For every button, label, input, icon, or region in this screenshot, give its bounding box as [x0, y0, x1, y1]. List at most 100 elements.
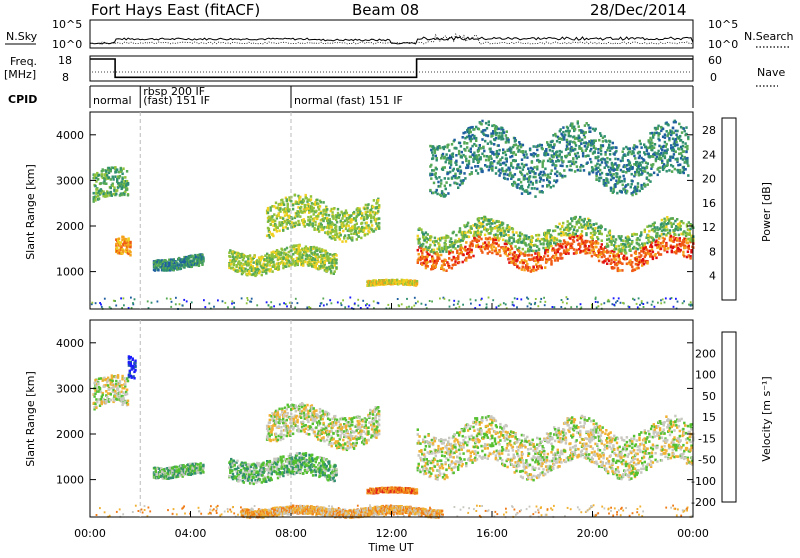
data-cell	[322, 201, 324, 204]
data-cell	[514, 251, 516, 254]
data-cell	[474, 165, 476, 168]
data-cell	[316, 199, 318, 202]
data-cell	[609, 232, 611, 235]
data-cell	[590, 161, 592, 164]
data-cell	[540, 243, 542, 246]
data-cell	[482, 146, 484, 149]
data-cell	[660, 152, 662, 155]
data-cell	[498, 128, 500, 131]
data-cell	[118, 238, 120, 241]
data-cell	[624, 154, 626, 157]
data-cell	[631, 266, 633, 269]
data-cell	[664, 133, 666, 136]
data-cell	[106, 195, 108, 198]
data-cell	[558, 247, 560, 250]
data-cell	[571, 220, 573, 223]
data-cell	[689, 232, 691, 235]
data-cell	[256, 266, 258, 269]
data-cell	[455, 234, 457, 237]
freq-tick-top: 18	[58, 54, 72, 67]
data-cell	[542, 242, 544, 245]
nsky-tick-top: 10^5	[52, 18, 82, 31]
data-cell	[341, 240, 343, 243]
data-cell	[455, 163, 457, 166]
data-cell	[495, 137, 497, 140]
data-cell	[445, 153, 447, 156]
data-cell	[576, 229, 578, 232]
data-cell	[598, 260, 600, 263]
data-cell	[507, 178, 509, 181]
data-cell	[644, 153, 646, 156]
data-cell	[609, 171, 611, 174]
data-cell	[515, 159, 517, 162]
data-cell	[356, 222, 358, 225]
data-cell	[501, 135, 503, 138]
data-cell	[464, 155, 466, 158]
data-cell	[455, 160, 457, 163]
data-cell	[604, 135, 606, 138]
data-cell	[129, 251, 131, 254]
data-cell	[518, 247, 520, 250]
data-cell	[569, 135, 571, 138]
data-cell	[290, 200, 292, 203]
data-cell	[477, 172, 479, 175]
data-cell	[526, 156, 528, 159]
data-cell	[633, 148, 635, 151]
data-cell	[253, 255, 255, 258]
data-cell	[549, 176, 551, 179]
data-cell	[273, 213, 275, 216]
data-cell	[497, 245, 499, 248]
data-cell	[438, 257, 440, 260]
data-cell	[584, 245, 586, 248]
data-cell	[480, 123, 482, 126]
data-cell	[475, 139, 477, 142]
data-cell	[464, 232, 466, 235]
data-cell	[477, 229, 479, 232]
data-cell	[418, 238, 420, 241]
data-cell	[470, 150, 472, 153]
data-cell	[440, 179, 442, 182]
data-cell	[682, 145, 684, 148]
data-cell	[544, 174, 546, 177]
data-cell	[586, 161, 588, 164]
data-cell	[452, 155, 454, 158]
data-cell	[541, 258, 543, 261]
data-cell	[472, 255, 474, 258]
data-cell	[622, 159, 624, 162]
data-cell	[690, 251, 692, 254]
data-cell	[508, 228, 510, 231]
data-cell	[490, 158, 492, 161]
data-cell	[533, 145, 535, 148]
data-cell	[481, 171, 483, 174]
data-cell	[484, 241, 486, 244]
data-cell	[461, 247, 463, 250]
cpid-segment-label: normal	[93, 94, 132, 107]
data-cell	[421, 252, 423, 255]
data-cell	[569, 160, 571, 163]
data-cell	[570, 169, 572, 172]
data-cell	[508, 169, 510, 172]
data-cell	[478, 128, 480, 131]
data-cell	[318, 208, 320, 211]
data-cell	[102, 169, 104, 172]
data-cell	[275, 202, 277, 205]
data-cell	[636, 146, 638, 149]
data-cell	[455, 147, 457, 150]
data-cell	[676, 244, 678, 247]
data-cell	[442, 153, 444, 156]
data-cell	[629, 147, 631, 150]
data-cell	[453, 139, 455, 142]
data-cell	[622, 157, 624, 160]
data-cell	[622, 147, 624, 150]
data-cell	[671, 251, 673, 254]
data-cell	[441, 247, 443, 250]
data-cell	[317, 261, 319, 264]
data-cell	[532, 266, 534, 269]
data-cell	[475, 137, 477, 140]
data-cell	[370, 214, 372, 217]
data-cell	[575, 144, 577, 147]
data-cell	[127, 183, 129, 186]
data-cell	[658, 132, 660, 135]
data-cell	[592, 246, 594, 249]
data-cell	[650, 139, 652, 142]
